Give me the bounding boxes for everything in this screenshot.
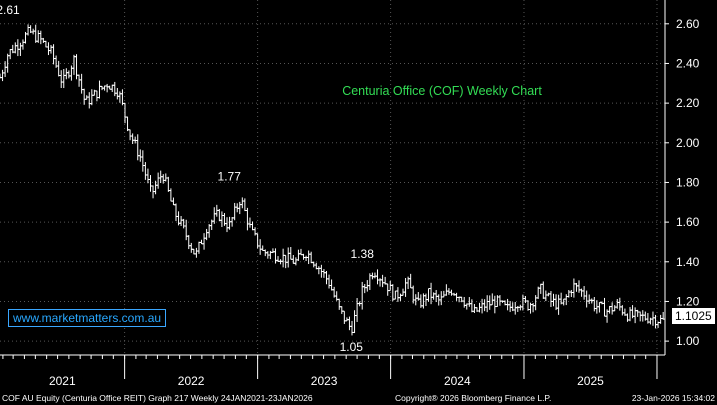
- footer-copyright: Copyright® 2026 Bloomberg Finance L.P.: [395, 393, 552, 403]
- price-annotation: 1.05: [340, 340, 364, 354]
- x-tick-label: 2024: [444, 374, 471, 388]
- y-tick-label: 1.20: [676, 294, 700, 308]
- y-axis: 1.00 1.20 1.40 1.60 1.80 2.00 2.20 2.40 2.60: [664, 0, 700, 355]
- y-tick-label: 1.80: [676, 175, 700, 189]
- y-tick-label: 1.40: [676, 255, 700, 269]
- website-badge[interactable]: www.marketmatters.com.au: [8, 309, 167, 327]
- price-chart: 1.00 1.20 1.40 1.60 1.80 2.00 2.20 2.40 2.60 202…: [0, 0, 700, 388]
- price-annotation: 2.61: [0, 3, 20, 17]
- y-tick-label: 2.20: [676, 96, 700, 110]
- y-tick-label: 2.00: [676, 136, 700, 150]
- y-tick-label: 1.60: [676, 215, 700, 229]
- x-tick-label: 2021: [49, 374, 76, 388]
- price-annotation: 1.38: [351, 247, 375, 261]
- annotations: 2.61 1.77 1.38 1.05: [0, 3, 374, 354]
- x-axis: 2021 2022 2023 2024 2025: [0, 354, 665, 388]
- x-tick-label: 2023: [311, 374, 338, 388]
- chart-title: Centuria Office (COF) Weekly Chart: [342, 84, 542, 98]
- price-annotation: 1.77: [218, 169, 242, 183]
- grid: [0, 0, 665, 355]
- y-tick-label: 1.00: [676, 334, 700, 348]
- footer-timestamp: 23-Jan-2026 15:34:02: [631, 393, 715, 403]
- x-tick-label: 2022: [178, 374, 205, 388]
- price-bars: [0, 24, 666, 336]
- footer-security-info: COF AU Equity (Centuria Office REIT) Gra…: [2, 393, 313, 403]
- footer-bar: COF AU Equity (Centuria Office REIT) Gra…: [0, 391, 717, 405]
- y-tick-label: 2.60: [676, 17, 700, 31]
- y-tick-label: 2.40: [676, 56, 700, 70]
- x-tick-label: 2025: [577, 374, 604, 388]
- last-price-tag: 1.1025: [672, 308, 715, 324]
